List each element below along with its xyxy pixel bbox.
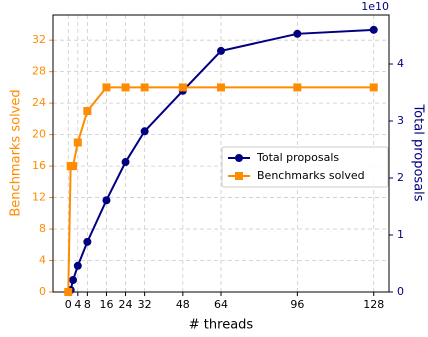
- x-tick-label: 4: [74, 298, 81, 311]
- x-tick-label: 0: [65, 298, 72, 311]
- x-tick-label: 24: [119, 298, 133, 311]
- legend-marker: [235, 172, 243, 180]
- y-tick-label: 12: [32, 191, 46, 204]
- legend-marker: [235, 154, 243, 162]
- y2-tick-label: 2: [397, 171, 404, 184]
- point: [102, 196, 111, 205]
- point: [369, 83, 378, 92]
- point: [73, 261, 82, 270]
- point: [178, 83, 187, 92]
- y-axis-label: Benchmarks solved: [9, 89, 24, 216]
- y-tick-label: 24: [32, 96, 46, 109]
- y2-tick-label: 4: [397, 57, 404, 70]
- point: [64, 288, 73, 296]
- plot-frame: [52, 14, 390, 293]
- x-tick-label: 96: [290, 298, 304, 311]
- point: [69, 162, 78, 171]
- x-tick-label: 128: [363, 298, 384, 311]
- y-tick-label: 4: [39, 254, 46, 267]
- x-tick-label: 16: [99, 298, 113, 311]
- x-tick-label: 48: [176, 298, 190, 311]
- y-tick-label: 16: [32, 159, 46, 172]
- point: [121, 83, 130, 92]
- legend-label: Total proposals: [256, 151, 339, 164]
- y2-tick-label: 1: [397, 228, 404, 241]
- point: [102, 83, 111, 92]
- legend-label: Benchmarks solved: [257, 169, 365, 182]
- point: [69, 276, 78, 285]
- point: [217, 83, 225, 92]
- x-tick-label: 64: [214, 298, 228, 311]
- y2-axis-label: Total proposals: [411, 103, 426, 201]
- y-tick-label: 8: [39, 222, 46, 235]
- x-tick-label: 8: [84, 298, 91, 311]
- point: [83, 107, 92, 116]
- point: [73, 138, 82, 147]
- point: [217, 46, 225, 55]
- point: [293, 29, 302, 38]
- y-tick-label: 20: [32, 128, 46, 141]
- x-axis-label: # threads: [189, 318, 254, 333]
- point: [140, 83, 149, 92]
- point: [140, 127, 149, 136]
- point: [293, 83, 302, 92]
- legend-frame: [221, 146, 389, 188]
- y2-tick-label: 0: [397, 285, 404, 298]
- y-tick-label: 32: [32, 33, 46, 46]
- x-tick-label: 32: [138, 298, 152, 311]
- y2-offset-label: 1e10: [361, 0, 389, 13]
- y-tick-label: 28: [32, 65, 46, 78]
- point: [369, 25, 378, 34]
- y2-tick-label: 3: [397, 114, 404, 127]
- point: [83, 237, 92, 246]
- point: [121, 158, 130, 167]
- y-tick-label: 0: [39, 285, 46, 298]
